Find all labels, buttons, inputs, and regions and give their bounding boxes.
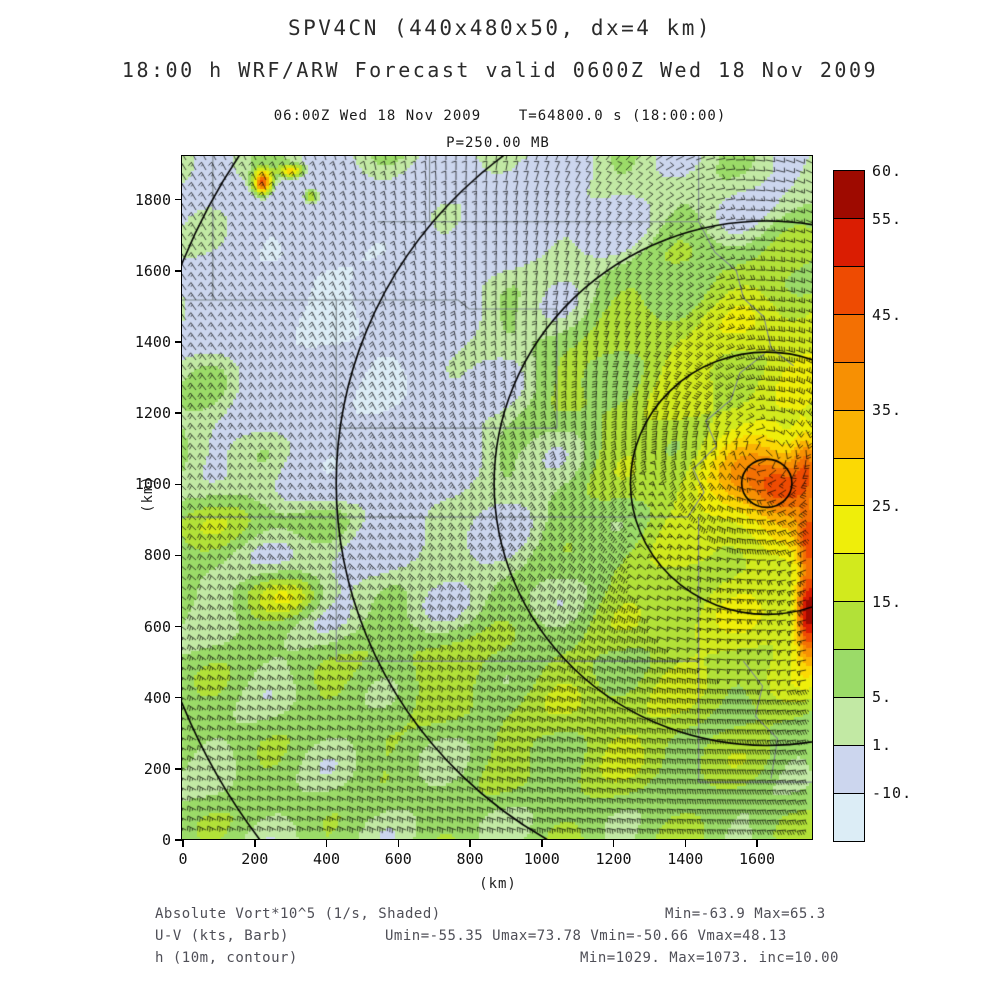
y-tick-label: 1800 (134, 190, 171, 209)
legend-contour-range: Min=1029. Max=1073. inc=10.00 (580, 950, 839, 966)
colorbar-segment (834, 698, 864, 747)
y-tick-mark (175, 625, 182, 628)
x-tick-mark (541, 840, 543, 847)
colorbar-tick-label: 35. (872, 401, 903, 420)
colorbar-segment (834, 554, 864, 603)
x-tick-label: 800 (456, 850, 484, 868)
colorbar-tick-label: 15. (872, 592, 903, 611)
x-tick-label: 1600 (738, 850, 776, 868)
pressure-level-label: P=250.00 MB (446, 135, 550, 151)
colorbar (833, 170, 865, 842)
y-tick-mark (175, 839, 182, 841)
colorbar-tick-label: 45. (872, 305, 903, 324)
x-tick-mark (756, 840, 758, 847)
colorbar-segment (834, 362, 864, 411)
x-tick-mark (469, 840, 471, 847)
init-time-line: 06:00Z Wed 18 Nov 2009 T=64800.0 s (18:0… (273, 108, 727, 124)
y-tick-mark (175, 341, 182, 343)
y-tick-label: 1600 (134, 261, 171, 280)
y-tick-mark (175, 198, 182, 201)
legend-shaded-label: Absolute Vort*10^5 (1/s, Shaded) (155, 906, 441, 922)
y-tick-mark (175, 412, 182, 414)
y-tick-mark (175, 270, 182, 272)
y-tick-mark (175, 768, 182, 770)
colorbar-segment (834, 793, 864, 841)
x-tick-mark (325, 840, 328, 847)
y-tick-label: 400 (143, 688, 171, 707)
x-tick-label: 1000 (523, 850, 560, 868)
colorbar-segment (834, 506, 864, 555)
colorbar-tick-label: 25. (872, 497, 903, 515)
colorbar-tick-label: 55. (872, 209, 903, 228)
forecast-subtitle: 18:00 h WRF/ARW Forecast valid 0600Z Wed… (121, 58, 879, 82)
x-tick-mark (684, 840, 687, 847)
x-tick-label: 1200 (595, 850, 632, 868)
colorbar-segment (834, 314, 864, 363)
colorbar-segment (834, 266, 864, 315)
legend-contour-label: h (10m, contour) (155, 950, 298, 966)
y-tick-mark (175, 696, 182, 699)
colorbar-segment (834, 171, 864, 219)
colorbar-tick-label: 5. (872, 688, 893, 707)
x-tick-label: 1400 (667, 850, 704, 868)
colorbar-segment (834, 410, 864, 459)
y-tick-label: 800 (143, 546, 171, 565)
colorbar-segment (834, 458, 864, 507)
colorbar-tick-label: -10. (872, 784, 913, 803)
y-tick-label: 200 (143, 759, 171, 778)
y-tick-mark (175, 483, 182, 486)
x-tick-label: 0 (178, 850, 188, 868)
plot-frame (181, 155, 813, 840)
colorbar-tick-label: 60. (872, 162, 903, 180)
legend-wind-range: Umin=-55.35 Umax=73.78 Vmin=-50.66 Vmax=… (385, 928, 787, 944)
colorbar-tick-label: 1. (872, 736, 893, 755)
colorbar-segment (834, 746, 864, 794)
y-tick-label: 1000 (134, 475, 171, 494)
page-title: SPV4CN (440x480x50, dx=4 km) (287, 16, 712, 40)
x-tick-mark (612, 840, 615, 847)
y-tick-label: 0 (161, 831, 171, 849)
x-tick-label: 600 (384, 850, 412, 868)
x-tick-mark (254, 840, 256, 847)
y-tick-mark (175, 554, 182, 557)
y-axis-unit-label: (km) (140, 475, 156, 513)
colorbar-segment (834, 218, 864, 267)
x-tick-label: 400 (312, 850, 341, 868)
y-tick-label: 1200 (134, 404, 171, 423)
colorbar-segment (834, 650, 864, 699)
x-tick-mark (182, 840, 184, 847)
legend-wind-label: U-V (kts, Barb) (155, 928, 289, 944)
x-axis-unit-label: (km) (479, 876, 517, 892)
y-tick-label: 1400 (134, 332, 171, 351)
x-tick-mark (397, 840, 399, 847)
x-tick-label: 200 (241, 850, 269, 868)
colorbar-segment (834, 602, 864, 651)
legend-shaded-range: Min=-63.9 Max=65.3 (665, 906, 826, 922)
y-tick-label: 600 (143, 617, 171, 636)
plot-canvas (182, 156, 812, 839)
